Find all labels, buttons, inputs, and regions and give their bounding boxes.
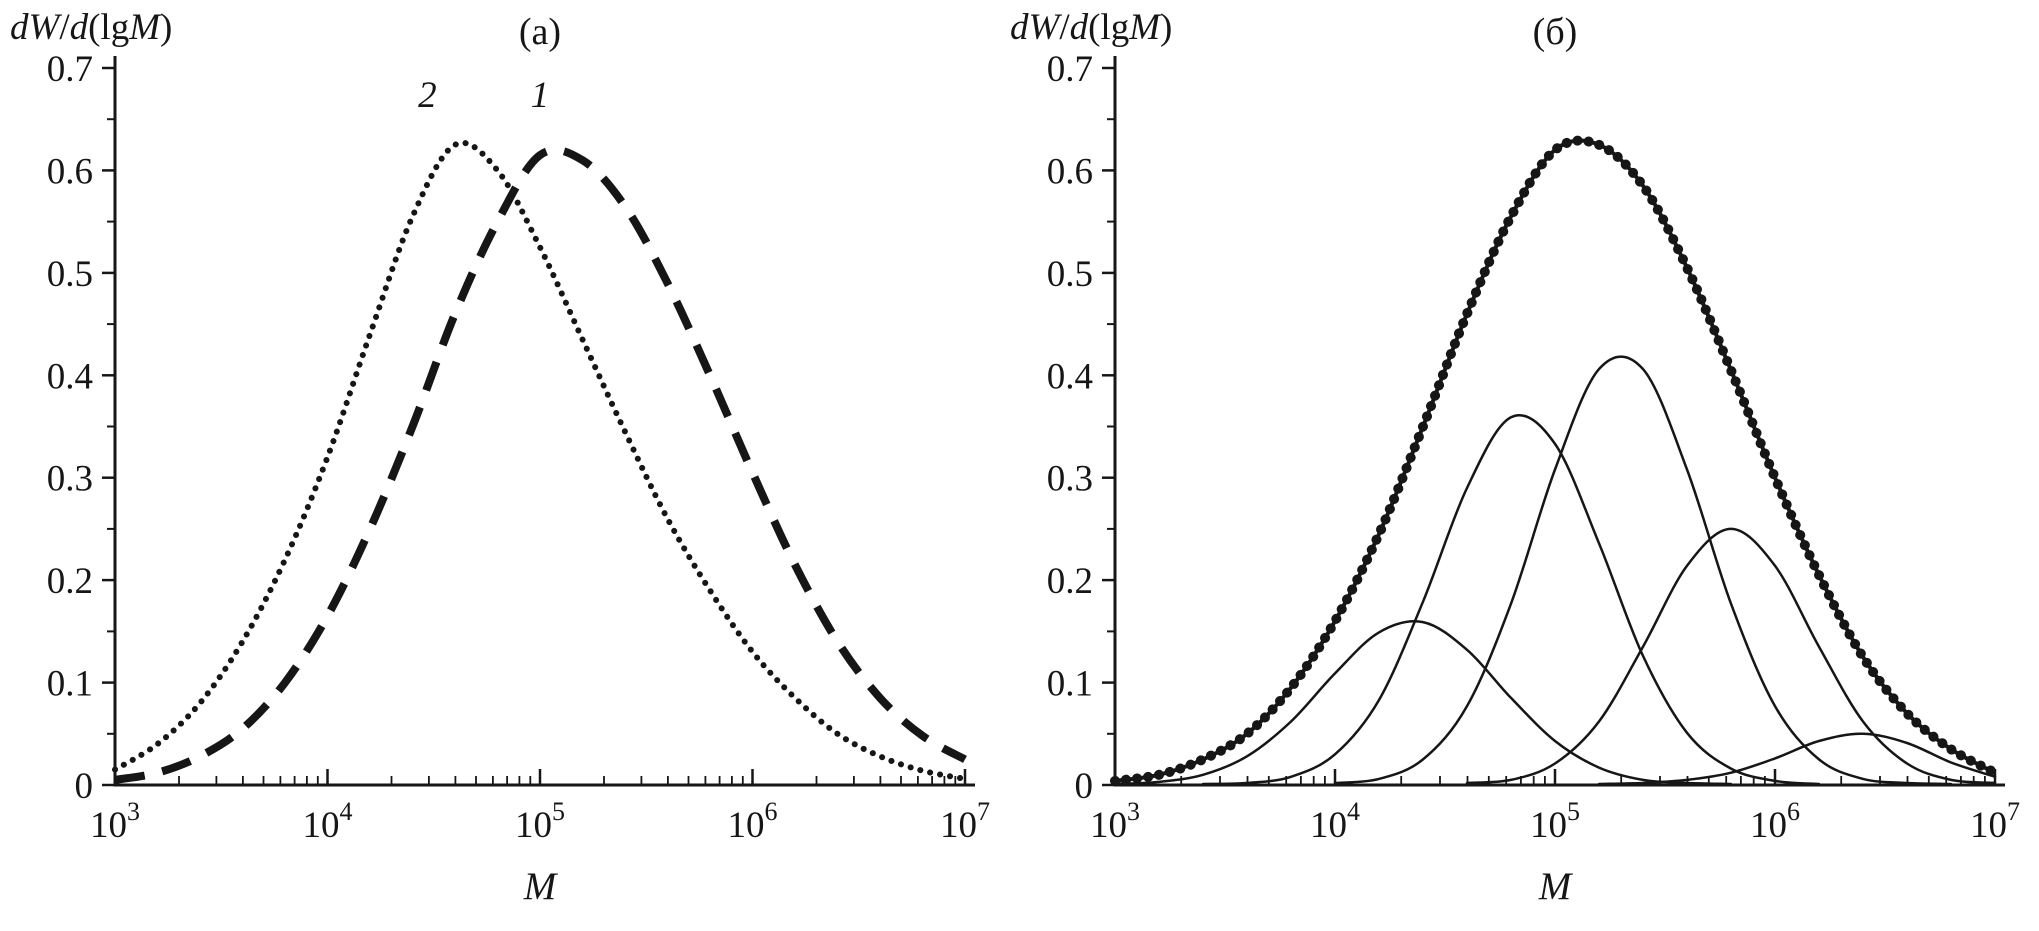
svg-text:103: 103 (1090, 797, 1140, 846)
svg-text:105: 105 (515, 797, 565, 846)
svg-text:0.2: 0.2 (47, 561, 93, 602)
svg-text:106: 106 (1750, 797, 1800, 846)
svg-text:0.2: 0.2 (1047, 561, 1093, 602)
plot-b: 0 0.1 0.2 0.3 0.4 0.5 0.6 0.7 103 104 105 106 107 M (1047, 49, 2020, 908)
svg-text:0.1: 0.1 (1047, 664, 1093, 705)
svg-text:0.3: 0.3 (47, 459, 93, 500)
svg-text:0.5: 0.5 (47, 254, 93, 295)
svg-text:0.6: 0.6 (1047, 151, 1093, 192)
panel-a-label: (а) (518, 11, 562, 53)
svg-text:0: 0 (1075, 766, 1094, 807)
svg-text:0.3: 0.3 (1047, 459, 1093, 500)
svg-text:105: 105 (1530, 797, 1580, 846)
panel-b-label: (б) (1532, 11, 1578, 53)
svg-text:103: 103 (90, 797, 140, 846)
svg-text:0.6: 0.6 (47, 151, 93, 192)
y-axis-title-b: dW/d(lgM) (1010, 7, 1173, 48)
svg-text:2: 2 (418, 75, 437, 116)
svg-text:107: 107 (1970, 797, 2020, 846)
svg-text:0.4: 0.4 (47, 356, 93, 397)
svg-text:106: 106 (728, 797, 778, 846)
svg-text:104: 104 (1310, 797, 1360, 846)
svg-text:M: M (523, 865, 559, 908)
svg-text:107: 107 (940, 797, 990, 846)
svg-text:0.5: 0.5 (1047, 254, 1093, 295)
y-axis-title-a: dW/d(lgM) (10, 7, 173, 48)
svg-text:0.7: 0.7 (1047, 49, 1093, 90)
svg-text:0.7: 0.7 (47, 49, 93, 90)
svg-text:1: 1 (531, 75, 550, 116)
svg-text:104: 104 (303, 797, 353, 846)
plot-a: 0 0.1 0.2 0.3 0.4 0.5 0.6 0.7 103 104 105 106 107 M 2 1 (47, 49, 990, 908)
svg-text:0.1: 0.1 (47, 664, 93, 705)
panel-a: 0 0.1 0.2 0.3 0.4 0.5 0.6 0.7 103 104 105 106 107 M 2 1… (0, 0, 1000, 931)
svg-text:0: 0 (75, 766, 94, 807)
svg-text:M: M (1538, 865, 1574, 908)
svg-text:0.4: 0.4 (1047, 356, 1093, 397)
panel-b: 0 0.1 0.2 0.3 0.4 0.5 0.6 0.7 103 104 105 106 107 M d… (1000, 0, 2039, 931)
